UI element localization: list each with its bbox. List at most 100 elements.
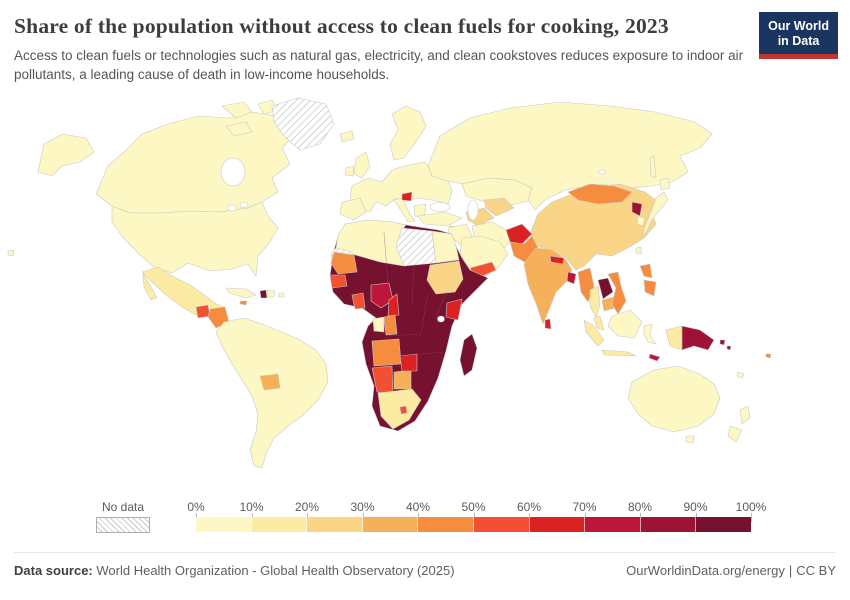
country-mexico-baja[interactable]: [142, 274, 158, 301]
great-lakes: [226, 205, 238, 212]
island-borneo[interactable]: [607, 310, 643, 339]
country-timor-leste[interactable]: [648, 354, 661, 362]
country-bangladesh[interactable]: [566, 272, 577, 285]
country-lesotho[interactable]: [399, 406, 408, 415]
country-jamaica[interactable]: [239, 301, 248, 306]
country-solomon-islands[interactable]: [726, 346, 732, 351]
country-alaska[interactable]: [37, 134, 95, 177]
country-madagascar[interactable]: [459, 334, 478, 377]
country-guatemala[interactable]: [195, 305, 211, 319]
region-iberia[interactable]: [339, 198, 367, 221]
legend-bin[interactable]: [362, 517, 419, 533]
country-bosnia[interactable]: [401, 192, 413, 202]
country-puerto-rico[interactable]: [278, 293, 285, 298]
country-zimbabwe[interactable]: [399, 354, 418, 372]
country-libya[interactable]: [395, 228, 437, 267]
country-egypt[interactable]: [431, 231, 460, 264]
legend-tick-label: 100%: [735, 500, 767, 515]
island-new-caledonia[interactable]: [736, 372, 745, 379]
legend-tick-label: 20%: [294, 500, 320, 515]
country-angola[interactable]: [371, 339, 402, 367]
country-philippines-luzon[interactable]: [639, 264, 653, 279]
country-sudan[interactable]: [426, 261, 464, 295]
owid-logo[interactable]: Our World in Data: [759, 12, 838, 59]
country-dominican-republic[interactable]: [266, 290, 276, 298]
country-russia-sakhalin[interactable]: [649, 156, 657, 179]
country-laos[interactable]: [597, 278, 614, 300]
country-philippines-mindanao[interactable]: [643, 280, 657, 297]
legend-tick-label: 50%: [461, 500, 486, 515]
country-gabon[interactable]: [372, 317, 385, 333]
owid-logo-line2: in Data: [777, 33, 820, 48]
country-solomon-islands[interactable]: [719, 340, 726, 346]
country-south-korea[interactable]: [636, 216, 646, 227]
legend-bin[interactable]: [196, 517, 252, 533]
country-malaysia[interactable]: [593, 316, 605, 331]
country-japan-hokkaido[interactable]: [659, 178, 671, 191]
country-botswana[interactable]: [393, 370, 412, 390]
country-japan[interactable]: [641, 192, 669, 237]
country-paraguay[interactable]: [259, 374, 281, 391]
lake-victoria: [437, 316, 445, 323]
legend-bin[interactable]: [473, 517, 530, 533]
country-kenya[interactable]: [445, 299, 463, 321]
country-mongolia[interactable]: [567, 184, 633, 205]
country-united-kingdom[interactable]: [353, 152, 371, 179]
country-cameroon[interactable]: [387, 294, 400, 317]
country-south-africa[interactable]: [377, 389, 422, 430]
country-taiwan[interactable]: [635, 247, 642, 255]
island-tasmania[interactable]: [685, 436, 695, 444]
legend-bin[interactable]: [418, 517, 474, 533]
footer-link[interactable]: OurWorldinData.org/energy: [626, 563, 785, 579]
island-java[interactable]: [601, 350, 637, 357]
footer-license[interactable]: CC BY: [796, 563, 836, 579]
country-nepal[interactable]: [549, 256, 565, 265]
country-greenland[interactable]: [271, 98, 335, 151]
country-kazakhstan[interactable]: [461, 178, 533, 207]
legend-bin[interactable]: [696, 517, 751, 533]
country-new-zealand-south[interactable]: [727, 426, 743, 443]
island-sulawesi[interactable]: [643, 324, 657, 345]
legend-bin[interactable]: [585, 517, 641, 533]
legend-tick-label: 80%: [627, 500, 653, 515]
country-uzbekistan[interactable]: [483, 198, 515, 217]
legend-tick-label: 10%: [239, 500, 264, 515]
country-papua-new-guinea[interactable]: [681, 326, 715, 351]
country-fiji[interactable]: [765, 354, 772, 359]
country-sri-lanka[interactable]: [544, 319, 552, 330]
region-south-america[interactable]: [215, 318, 329, 469]
country-canada-arctic[interactable]: [225, 122, 253, 137]
country-north-korea[interactable]: [631, 202, 643, 217]
region-scandinavia[interactable]: [389, 106, 427, 161]
country-canada[interactable]: [95, 112, 296, 214]
legend-bin[interactable]: [307, 517, 363, 533]
country-cuba[interactable]: [225, 288, 257, 299]
legend-tick-label: 30%: [350, 500, 375, 515]
country-afghanistan[interactable]: [505, 224, 533, 245]
legend-bin[interactable]: [251, 517, 308, 533]
country-turkey[interactable]: [417, 212, 463, 227]
legend-bin[interactable]: [640, 517, 697, 533]
island-sumatra[interactable]: [583, 320, 605, 347]
country-vietnam[interactable]: [607, 272, 627, 315]
island-west-new-guinea[interactable]: [665, 326, 683, 351]
country-haiti[interactable]: [259, 290, 268, 299]
country-ireland[interactable]: [344, 166, 355, 177]
country-new-zealand-north[interactable]: [739, 406, 751, 425]
country-thailand[interactable]: [589, 286, 601, 319]
owid-logo-line1: Our World: [768, 19, 829, 33]
country-canada-arctic[interactable]: [221, 102, 253, 119]
legend-bin[interactable]: [529, 517, 586, 533]
country-congo[interactable]: [383, 315, 398, 336]
country-nigeria[interactable]: [370, 283, 394, 309]
country-ghana[interactable]: [351, 293, 366, 310]
legend-tick-label: 0%: [187, 500, 205, 515]
country-hawaii[interactable]: [7, 250, 15, 257]
country-senegal[interactable]: [329, 275, 348, 289]
country-india[interactable]: [523, 248, 573, 325]
country-iceland[interactable]: [339, 131, 355, 143]
country-mauritania[interactable]: [330, 252, 358, 275]
legend-no-data-swatch[interactable]: [96, 517, 150, 534]
country-australia[interactable]: [627, 366, 721, 433]
country-usa[interactable]: [111, 202, 279, 277]
